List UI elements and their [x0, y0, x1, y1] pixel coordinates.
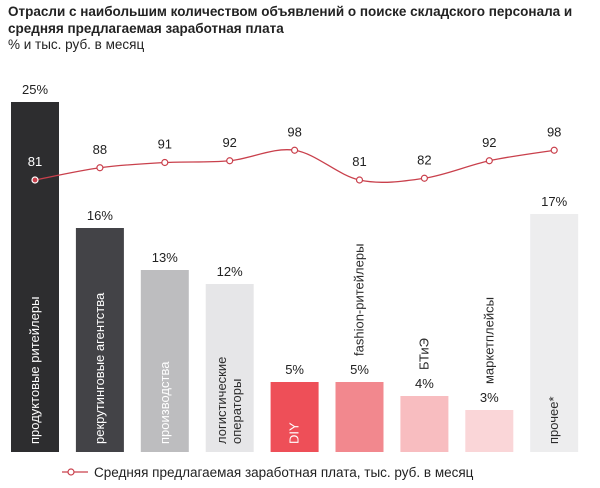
bar-value-label-3: 13%	[152, 250, 178, 265]
salary-point-1	[31, 176, 39, 184]
category-label-9: прочее*	[546, 396, 561, 444]
salary-point-6	[355, 176, 364, 184]
category-label-3: производства	[157, 361, 172, 444]
salary-label-5: 98	[287, 124, 301, 139]
category-label-8: маркетплейсы	[481, 297, 496, 384]
bar-7	[400, 396, 449, 452]
category-label-4: логистическиеоператоры	[214, 357, 244, 444]
category-label-6: fashion-ритейлеры	[352, 244, 367, 356]
bar-value-label-7: 4%	[415, 376, 434, 391]
bar-value-label-4: 12%	[217, 264, 243, 279]
salary-point-9	[550, 146, 558, 154]
salary-line	[34, 149, 555, 183]
legend: Средняя предлагаемая заработная плата, т…	[62, 462, 473, 482]
bar-value-label-9: 17%	[541, 194, 567, 209]
bar-value-label-5: 5%	[285, 362, 304, 377]
salary-point-4	[226, 157, 234, 165]
salary-label-1: 81	[28, 154, 42, 169]
salary-label-9: 98	[547, 124, 561, 139]
bar-6	[335, 382, 384, 452]
salary-label-7: 82	[417, 152, 431, 167]
bar-9	[530, 214, 579, 452]
salary-label-6: 81	[352, 154, 366, 169]
bar-value-label-8: 3%	[480, 390, 499, 405]
bar-5	[270, 382, 319, 452]
salary-label-8: 92	[482, 135, 496, 150]
bar-value-label-6: 5%	[350, 362, 369, 377]
legend-line-marker	[62, 468, 88, 476]
bar-value-label-1: 25%	[22, 82, 48, 97]
chart-title: Отрасли с наибольшим количеством объявле…	[8, 4, 573, 36]
legend-label: Средняя предлагаемая заработная плата, т…	[94, 464, 474, 480]
salary-label-2: 88	[93, 142, 107, 157]
bar-value-label-2: 16%	[87, 208, 113, 223]
category-label-1: продуктовые ритейлеры	[27, 297, 42, 444]
category-label-5: DIY	[287, 422, 302, 444]
salary-point-8	[485, 157, 493, 165]
salary-label-4: 92	[222, 135, 236, 150]
bar-8	[465, 410, 514, 452]
bar-4	[205, 284, 254, 452]
salary-point-5	[291, 146, 299, 154]
salary-point-3	[161, 158, 169, 167]
salary-point-7	[420, 174, 428, 182]
bar-1	[11, 102, 59, 452]
salary-point-2	[96, 164, 104, 172]
chart-subtitle: % и тыс. руб. в месяц	[8, 37, 145, 52]
category-label-2: рекрутинговые агентства	[92, 292, 107, 444]
bar-3	[140, 270, 189, 452]
salary-label-3: 91	[158, 137, 172, 152]
category-label-7: БТиЭ	[416, 338, 431, 370]
bar-2	[75, 228, 124, 452]
